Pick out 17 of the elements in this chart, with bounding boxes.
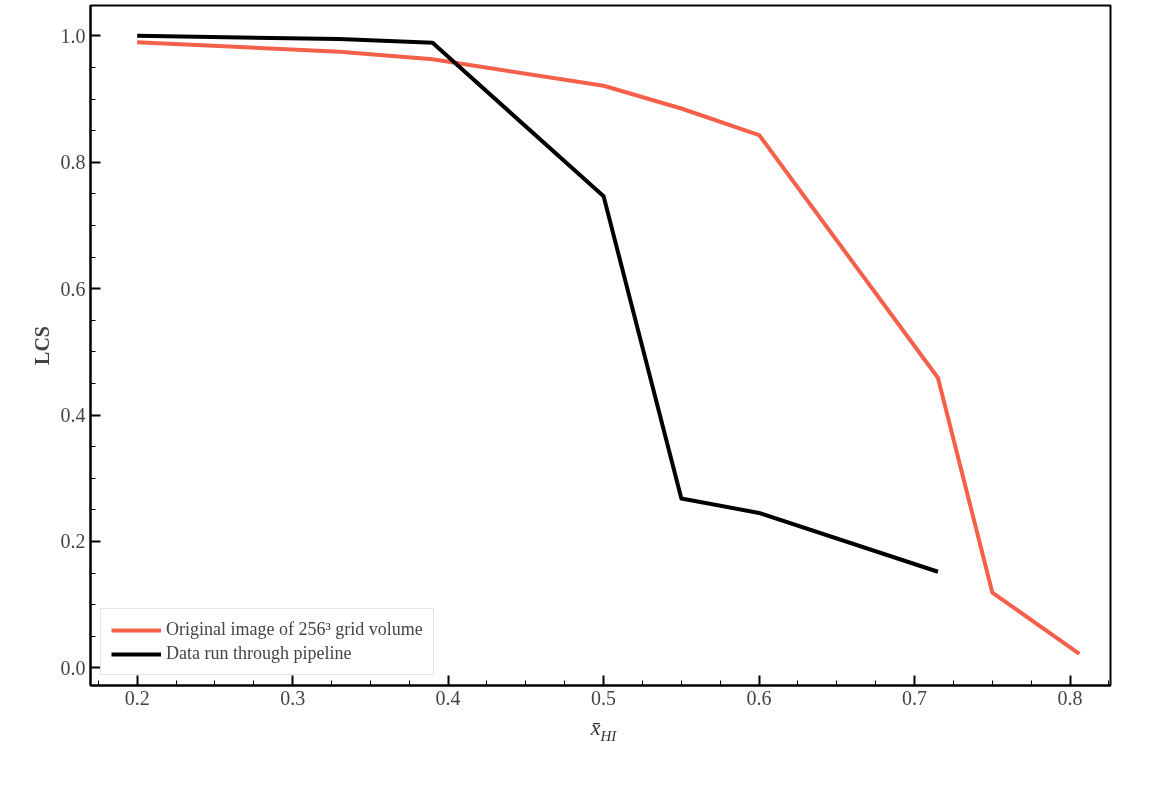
x-tick-label: 0.7 xyxy=(902,686,928,709)
y-tick-label: 0.2 xyxy=(60,530,86,553)
x-tick-label: 0.3 xyxy=(280,686,306,709)
y-tick-label: 0.6 xyxy=(60,277,86,300)
x-tick-label: 0.2 xyxy=(124,686,150,709)
line-series xyxy=(135,33,940,574)
x-tick-label: 0.8 xyxy=(1057,686,1083,709)
y-tick-label: 0.8 xyxy=(60,151,86,174)
y-tick-label: 0.4 xyxy=(60,404,86,427)
y-tick-label: 1.0 xyxy=(60,24,86,47)
x-tick-label: 0.5 xyxy=(591,686,617,709)
x-tick-label: 0.4 xyxy=(435,686,461,709)
y-axis-title: LCS xyxy=(30,326,53,365)
legend-label: Original image of 256³ grid volume xyxy=(166,619,423,640)
y-tick-label: 0.0 xyxy=(60,656,86,679)
legend-label: Data run through pipeline xyxy=(166,643,352,664)
x-tick-label: 0.6 xyxy=(746,686,772,709)
